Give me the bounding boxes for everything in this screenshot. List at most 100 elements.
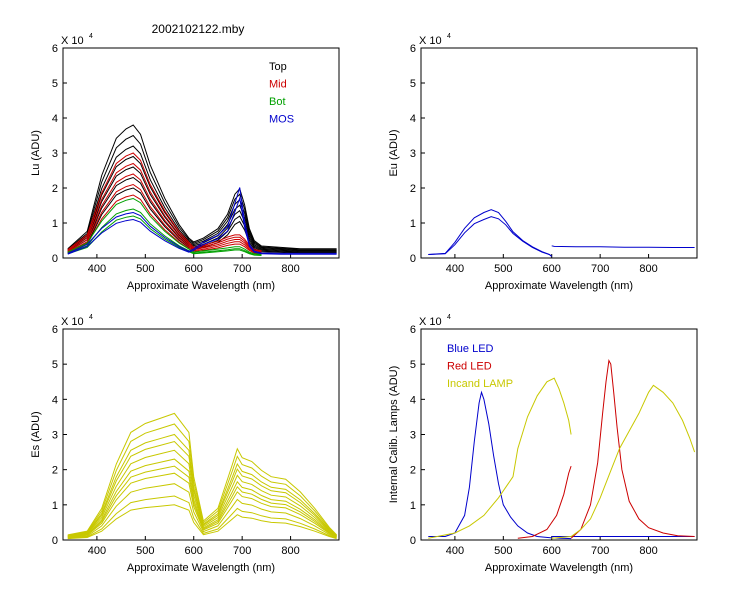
- series-line-es: [67, 423, 337, 536]
- series-line-incand-b: [551, 384, 696, 539]
- series-line-red-led-b: [570, 358, 695, 539]
- y-tick-label: 6: [410, 324, 416, 336]
- legend-label: Red LED: [447, 361, 492, 373]
- x-tick-label: 700: [233, 545, 251, 557]
- y-tick-label: 2: [52, 465, 58, 477]
- legend-label: Incand LAMP: [447, 378, 513, 390]
- y-axis-label: Eu (ADU): [388, 129, 400, 176]
- y-multiplier: X 10: [61, 35, 84, 47]
- x-tick-label: 700: [591, 545, 609, 557]
- x-tick-label: 500: [136, 263, 154, 275]
- y-tick-label: 2: [410, 465, 416, 477]
- y-axis-label: Internal Calib. Lamps (ADU): [388, 366, 400, 504]
- y-tick-label: 6: [52, 43, 58, 55]
- series-line-top: [67, 145, 337, 251]
- y-tick-label: 4: [52, 394, 58, 406]
- legend-label: MOS: [269, 114, 294, 126]
- legend-label: Top: [269, 61, 287, 73]
- x-tick-label: 500: [494, 263, 512, 275]
- x-tick-label: 600: [543, 545, 561, 557]
- x-axis-label: Approximate Wavelength (nm): [485, 562, 633, 574]
- series-line-eu-low: [428, 216, 553, 257]
- x-tick-label: 700: [591, 263, 609, 275]
- y-tick-label: 3: [52, 148, 58, 160]
- series-line-es: [67, 458, 337, 538]
- y-tick-label: 1: [52, 218, 58, 230]
- figure-title: 2002102122.mby: [152, 22, 245, 36]
- calib-lamps-panel: 400 500 600 700 800 0 1 2 3 4 5 6X 10 4 Approximate W…: [388, 314, 698, 574]
- y-exponent: 4: [89, 33, 93, 40]
- series-line-es: [67, 472, 337, 538]
- y-multiplier: X 10: [419, 35, 442, 47]
- y-exponent: 4: [447, 33, 451, 40]
- eu-panel: 400 500 600 700 800 0 1 2 3 4 5 6X 10 4 Approximate W…: [388, 33, 698, 292]
- lu-panel: 400 500 600 700 800 0 1 2 3 4 5 6X 10 4 Approximate W…: [30, 33, 340, 292]
- series-line-top: [67, 124, 337, 250]
- series-line-mid: [67, 162, 262, 252]
- x-tick-label: 400: [88, 545, 106, 557]
- series-line-mid: [67, 152, 262, 252]
- y-tick-label: 5: [410, 359, 416, 371]
- y-tick-label: 5: [410, 78, 416, 90]
- series-line-mos: [67, 187, 337, 254]
- series-line-top: [67, 155, 337, 252]
- x-tick-label: 800: [639, 545, 657, 557]
- series-line-mid: [67, 183, 262, 254]
- y-tick-label: 0: [410, 535, 416, 547]
- y-tick-label: 1: [410, 218, 416, 230]
- series-line-eu-dark: [551, 245, 695, 248]
- x-axis-label: Approximate Wavelength (nm): [127, 280, 275, 292]
- y-tick-label: 4: [410, 394, 416, 406]
- x-tick-label: 500: [136, 545, 154, 557]
- x-axis-label: Approximate Wavelength (nm): [127, 562, 275, 574]
- series-line-es: [67, 483, 337, 539]
- series-line-es: [67, 449, 337, 537]
- y-tick-label: 3: [410, 430, 416, 442]
- series-line-bot: [67, 197, 262, 255]
- series-line-incand-a: [428, 377, 572, 539]
- y-axis-label: Lu (ADU): [30, 130, 42, 176]
- series-line-es: [67, 465, 337, 538]
- x-tick-label: 400: [446, 263, 464, 275]
- es-panel: 400 500 600 700 800 0 1 2 3 4 5 6X 10 4 Approximate W…: [30, 314, 340, 574]
- y-tick-label: 0: [52, 535, 58, 547]
- legend-label: Blue LED: [447, 343, 494, 355]
- y-tick-label: 2: [52, 183, 58, 195]
- y-tick-label: 1: [410, 500, 416, 512]
- y-tick-label: 2: [410, 183, 416, 195]
- plot-frame: [420, 47, 698, 259]
- y-tick-label: 3: [410, 148, 416, 160]
- x-tick-label: 400: [88, 263, 106, 275]
- y-axis-label: Es (ADU): [30, 411, 42, 457]
- legend-label: Mid: [269, 79, 287, 91]
- legend-label: Bot: [269, 96, 286, 108]
- y-tick-label: 0: [52, 253, 58, 265]
- x-tick-label: 800: [281, 545, 299, 557]
- x-tick-label: 400: [446, 545, 464, 557]
- x-tick-label: 700: [233, 263, 251, 275]
- x-tick-label: 800: [281, 263, 299, 275]
- series-line-es: [67, 433, 337, 537]
- series-line-es: [67, 440, 337, 537]
- y-tick-label: 4: [410, 113, 416, 125]
- series-line-es: [67, 504, 337, 540]
- series-line-blue-led: [428, 390, 572, 540]
- x-tick-label: 600: [185, 263, 203, 275]
- x-axis-label: Approximate Wavelength (nm): [485, 280, 633, 292]
- y-tick-label: 4: [52, 113, 58, 125]
- y-tick-label: 5: [52, 78, 58, 90]
- x-tick-label: 600: [543, 263, 561, 275]
- y-tick-label: 6: [52, 324, 58, 336]
- y-multiplier: X 10: [61, 316, 84, 328]
- x-tick-label: 600: [185, 545, 203, 557]
- x-tick-label: 500: [494, 545, 512, 557]
- series-line-mid: [67, 173, 262, 253]
- x-tick-label: 800: [639, 263, 657, 275]
- y-tick-label: 5: [52, 359, 58, 371]
- y-tick-label: 1: [52, 500, 58, 512]
- y-multiplier: X 10: [419, 316, 442, 328]
- y-tick-label: 6: [410, 43, 416, 55]
- series-line-es: [67, 412, 337, 536]
- y-exponent: 4: [89, 314, 93, 321]
